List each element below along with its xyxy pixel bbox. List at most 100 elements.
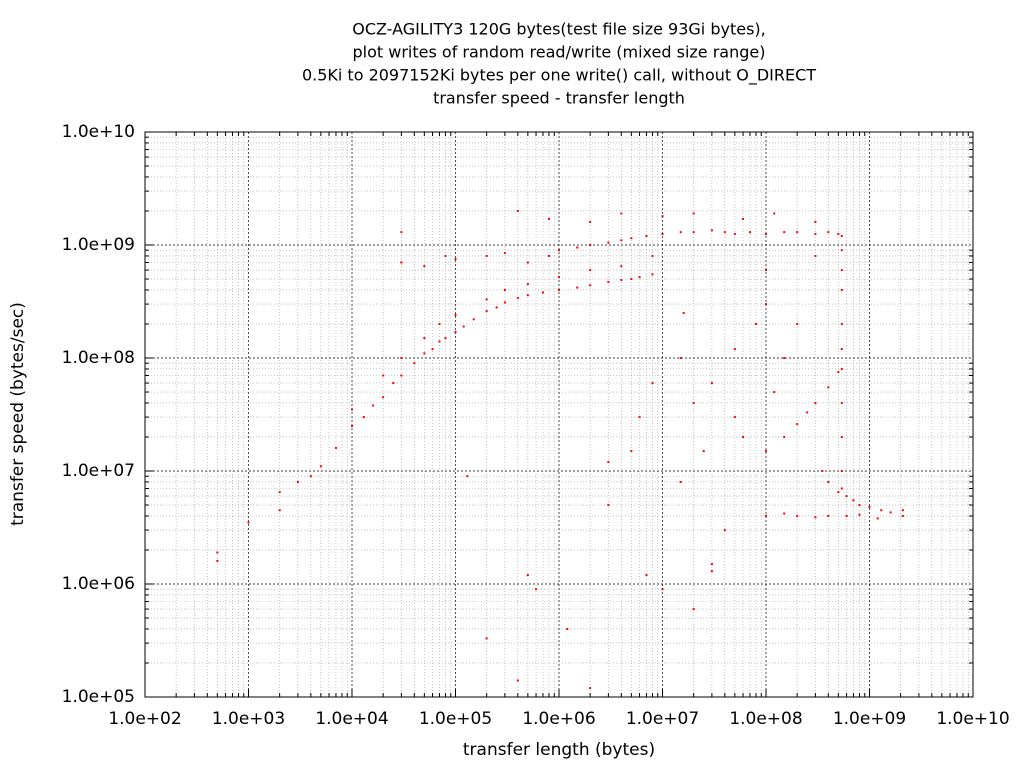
point <box>526 294 529 297</box>
point <box>723 529 726 532</box>
point <box>754 322 757 325</box>
point <box>840 249 843 252</box>
point <box>692 212 695 215</box>
point <box>814 401 817 404</box>
chart-title: OCZ-AGILITY3 120G bytes(test file size 9… <box>352 20 766 39</box>
point <box>423 352 426 355</box>
point <box>503 288 506 291</box>
point <box>423 337 426 340</box>
point <box>837 371 840 374</box>
point <box>814 516 817 519</box>
point <box>837 491 840 494</box>
point <box>334 446 337 449</box>
point <box>589 244 592 246</box>
point <box>620 279 623 282</box>
point <box>278 491 281 494</box>
point <box>733 348 736 351</box>
point <box>444 337 447 340</box>
point <box>814 254 817 257</box>
point <box>682 312 685 315</box>
point <box>796 322 799 325</box>
point <box>589 687 592 690</box>
point <box>783 512 786 515</box>
point <box>630 278 633 281</box>
point <box>296 480 299 483</box>
point <box>589 220 592 223</box>
point <box>661 233 664 236</box>
point <box>723 231 726 234</box>
x-tick-label: 1.0e+09 <box>833 709 906 729</box>
x-tick-label: 1.0e+04 <box>315 709 388 729</box>
point <box>638 416 641 419</box>
point <box>733 416 736 419</box>
point <box>216 559 219 562</box>
point <box>247 521 250 524</box>
point <box>840 487 843 490</box>
point <box>840 348 843 351</box>
x-tick-label: 1.0e+08 <box>729 709 802 729</box>
point <box>454 258 457 261</box>
point <box>620 265 623 268</box>
point <box>765 514 767 517</box>
x-tick-label: 1.0e+10 <box>936 709 1009 729</box>
x-axis-label: transfer length (bytes) <box>463 740 655 760</box>
point <box>278 509 281 512</box>
point <box>535 588 538 591</box>
y-tick-label: 1.0e+10 <box>62 122 135 142</box>
point <box>576 286 579 289</box>
point <box>880 509 883 512</box>
point <box>526 574 529 577</box>
point <box>400 261 403 264</box>
point <box>638 276 641 279</box>
point <box>423 265 426 268</box>
point <box>901 514 904 517</box>
point <box>710 563 713 566</box>
point <box>472 318 475 321</box>
y-axis-label: transfer speed (bytes/sec) <box>8 302 28 526</box>
point <box>607 241 610 244</box>
point <box>742 217 745 220</box>
point <box>382 374 385 377</box>
point <box>827 386 830 389</box>
chart-title: plot writes of random read/write (mixed … <box>353 43 766 62</box>
point <box>852 499 855 502</box>
point <box>607 461 610 464</box>
point <box>840 435 843 438</box>
point <box>806 411 809 414</box>
x-tick-label: 1.0e+05 <box>419 709 492 729</box>
point <box>454 314 457 317</box>
point <box>868 506 871 509</box>
point <box>773 212 776 215</box>
x-tick-label: 1.0e+07 <box>626 709 699 729</box>
chart-title: transfer speed - transfer length <box>433 89 685 108</box>
point <box>630 237 633 240</box>
point <box>773 391 776 394</box>
x-tick-label: 1.0e+06 <box>522 709 595 729</box>
point <box>661 215 664 218</box>
point <box>620 212 623 215</box>
point <box>651 382 654 385</box>
point <box>589 284 592 287</box>
point <box>413 362 416 365</box>
point <box>620 239 623 242</box>
point <box>814 233 817 236</box>
point <box>796 231 799 234</box>
point <box>765 450 767 453</box>
point <box>382 396 385 399</box>
point <box>485 298 488 301</box>
point <box>733 233 736 236</box>
point <box>558 288 560 291</box>
point <box>783 435 786 438</box>
point <box>796 423 799 426</box>
point <box>840 322 843 325</box>
point <box>765 233 767 236</box>
point <box>692 608 695 611</box>
y-tick-label: 1.0e+09 <box>62 235 135 255</box>
point <box>901 509 904 512</box>
point <box>431 348 434 351</box>
point <box>679 480 682 483</box>
point <box>679 357 682 359</box>
point <box>821 470 824 472</box>
